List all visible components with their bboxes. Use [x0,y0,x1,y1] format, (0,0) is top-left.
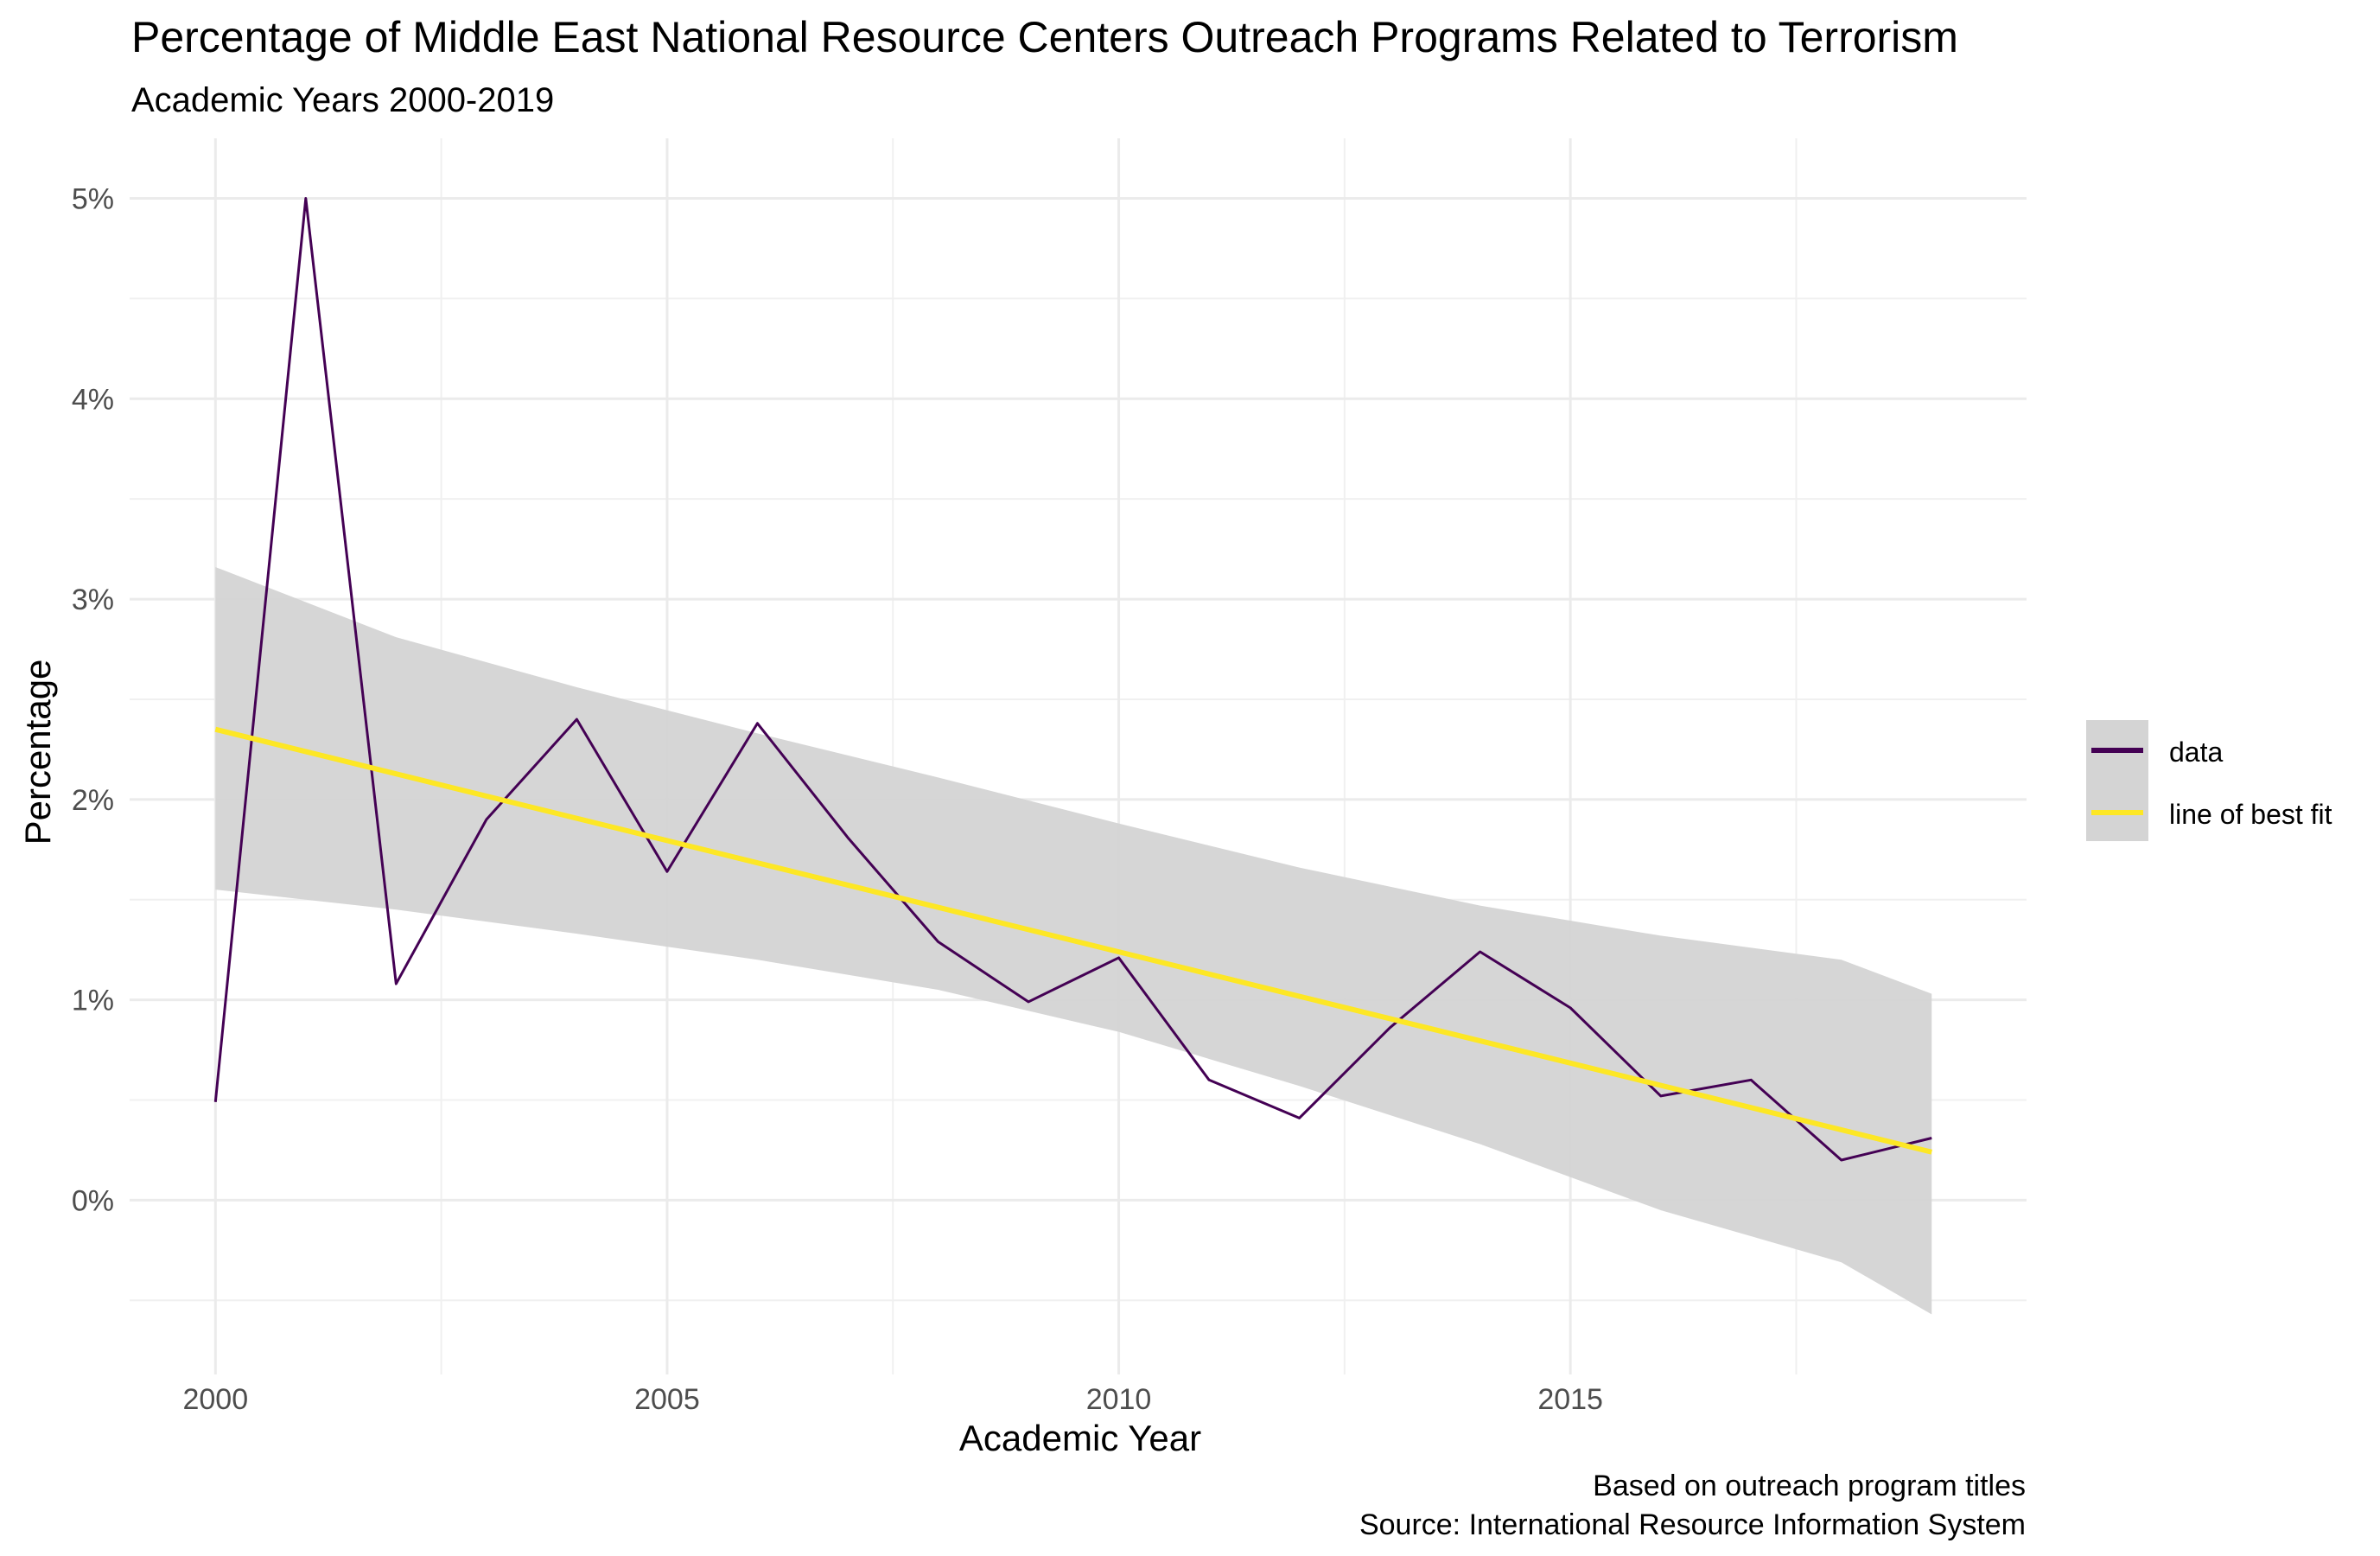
caption-line-2: Source: International Resource Informati… [1359,1508,2026,1541]
x-tick-label: 2015 [1537,1383,1603,1416]
legend-label-best-fit: line of best fit [2169,799,2332,830]
x-tick-label: 2005 [634,1383,700,1416]
legend: data line of best fit [2086,720,2332,841]
legend-key-background [2086,720,2148,841]
series-layer [213,197,1932,1162]
y-tick-labels: 0% 1% 2% 3% 4% 5% [72,183,114,1218]
x-tick-labels: 2000 2005 2010 2015 [182,1383,1602,1416]
x-tick-label: 2000 [182,1383,248,1416]
y-tick-label: 2% [72,784,114,817]
chart-title: Percentage of Middle East National Resou… [131,13,1958,61]
y-tick-label: 0% [72,1184,114,1217]
caption-line-1: Based on outreach program titles [1593,1470,2026,1502]
y-tick-label: 4% [72,383,114,416]
x-tick-label: 2010 [1086,1383,1152,1416]
y-tick-label: 3% [72,584,114,616]
y-tick-label: 5% [72,183,114,216]
legend-label-data: data [2169,737,2223,768]
x-axis-title: Academic Year [959,1418,1201,1458]
chart-subtitle: Academic Years 2000-2019 [131,81,555,119]
series-line-best-fit [214,726,1932,1155]
y-axis-title: Percentage [17,660,58,845]
y-tick-label: 1% [72,985,114,1017]
